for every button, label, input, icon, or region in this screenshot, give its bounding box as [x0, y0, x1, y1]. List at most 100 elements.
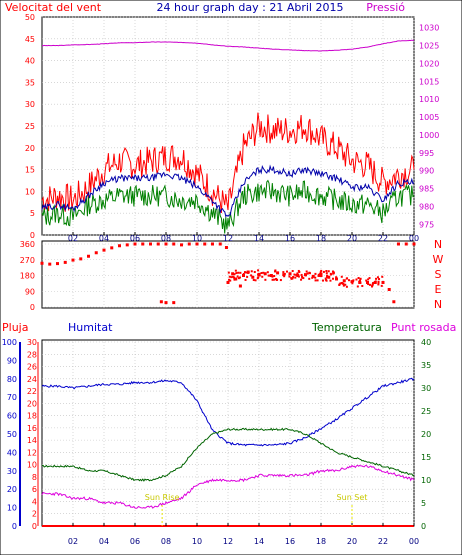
wind-ytick-label: 45: [25, 35, 35, 44]
rain-ytick-label: 28: [27, 350, 37, 359]
dir-point: [378, 278, 381, 281]
dir-point: [297, 269, 300, 272]
dir-point: [358, 280, 361, 283]
dir-point: [230, 276, 233, 279]
dir-point: [71, 258, 75, 262]
dir-ytick-label: 90: [25, 287, 35, 296]
dir-point: [305, 270, 308, 273]
dir-point: [377, 281, 380, 284]
dir-point: [345, 285, 348, 288]
dir-point: [195, 242, 199, 246]
dir-point: [211, 242, 214, 246]
legend-humitat: Humitat: [68, 321, 113, 334]
dir-point: [231, 272, 235, 276]
dir-point: [254, 279, 257, 282]
dir-point: [377, 283, 380, 286]
dir-point: [237, 277, 240, 280]
dir-point: [56, 262, 59, 266]
dir-point: [331, 270, 334, 273]
pressure-ytick-label: 1010: [419, 95, 439, 104]
dir-point: [355, 278, 358, 281]
humidity-ytick-label: 40: [7, 448, 17, 457]
dir-point: [238, 284, 242, 288]
temp-ytick-label: 15: [421, 453, 431, 462]
dir-point: [233, 273, 236, 276]
temp-ytick-label: 25: [421, 407, 431, 416]
hum-xtick-label: 02: [68, 537, 78, 546]
hum-xtick-label: 18: [316, 537, 326, 546]
dir-point: [245, 271, 248, 274]
dir-point: [218, 242, 222, 246]
humidity-ytick-label: 100: [2, 338, 17, 347]
dir-point: [283, 272, 286, 275]
legend-punt-rosada: Punt rosada: [391, 321, 456, 334]
compass-label: S: [435, 268, 442, 281]
dir-point: [40, 261, 44, 265]
dir-point: [256, 277, 259, 280]
dir-point: [298, 270, 301, 273]
dir-point: [342, 284, 345, 287]
dir-point: [347, 279, 350, 282]
dir-point: [375, 277, 378, 280]
pressure-ytick-label: 1005: [419, 113, 439, 122]
dir-point: [367, 278, 370, 281]
dir-point: [94, 251, 98, 255]
dir-point: [329, 279, 332, 282]
dir-point: [301, 276, 304, 279]
pressure-title: Pressió: [366, 1, 405, 14]
wind-speed-line: [41, 179, 415, 234]
dir-point: [274, 269, 277, 272]
dir-point: [327, 275, 330, 278]
dir-point: [311, 274, 315, 278]
wind-ytick-label: 35: [25, 78, 35, 87]
hum-xtick-label: 08: [161, 537, 171, 546]
dir-point: [314, 279, 317, 282]
dir-point: [326, 276, 329, 279]
rain-ytick-label: 22: [27, 387, 37, 396]
rain-ytick-label: 16: [27, 424, 37, 433]
dir-ytick-label: 0: [30, 303, 35, 312]
dir-ytick-label: 270: [20, 256, 35, 265]
wind-xtick-label: 06: [130, 234, 140, 243]
dir-point: [319, 271, 322, 274]
dir-point: [325, 279, 328, 282]
temp-ytick-label: 20: [421, 430, 431, 439]
dir-point: [322, 270, 325, 273]
dir-point: [327, 270, 330, 273]
dir-point: [250, 270, 253, 273]
dir-point: [159, 300, 163, 304]
dir-point: [227, 271, 230, 274]
dir-point: [340, 275, 343, 278]
dir-point: [247, 271, 250, 274]
dir-point: [164, 301, 168, 305]
rain-ytick-label: 8: [32, 473, 37, 482]
dir-point: [300, 278, 303, 281]
dir-point: [187, 242, 191, 246]
dir-point: [228, 275, 231, 278]
dir-point: [262, 271, 265, 274]
hum-xtick-label: 20: [347, 537, 357, 546]
rain-ytick-label: 30: [27, 338, 37, 347]
legend-temperatura: Temperatura: [311, 321, 382, 334]
legend-pluja: Pluja: [2, 321, 28, 334]
wind-xtick-label: 04: [99, 234, 109, 243]
dir-point: [325, 272, 328, 275]
humidity-ytick-label: 60: [7, 412, 17, 421]
dir-point: [311, 276, 314, 279]
dir-point: [228, 278, 231, 281]
dir-point: [235, 272, 238, 275]
dir-point: [329, 272, 332, 275]
dir-point: [359, 277, 362, 280]
wind-ytick-label: 30: [25, 100, 35, 109]
dir-point: [261, 275, 264, 278]
dir-point: [317, 274, 320, 277]
dir-point: [233, 277, 236, 280]
dir-point: [234, 269, 237, 272]
pressure-ytick-label: 995: [419, 149, 434, 158]
pressure-ytick-label: 1015: [419, 77, 439, 86]
dir-point: [342, 279, 346, 283]
humidity-ytick-label: 20: [7, 485, 17, 494]
dir-point: [48, 262, 52, 266]
rain-ytick-label: 2: [32, 510, 37, 519]
